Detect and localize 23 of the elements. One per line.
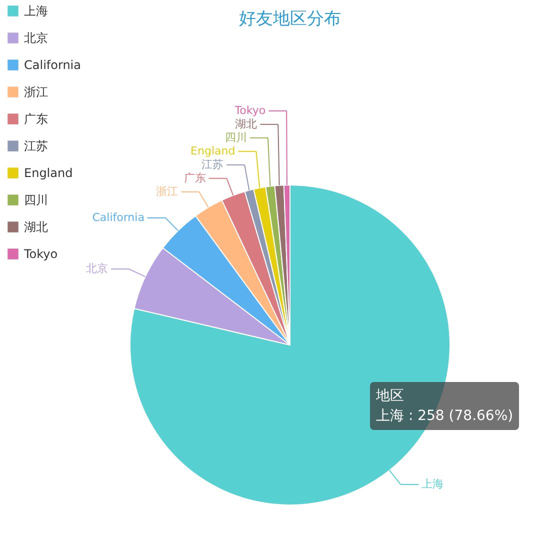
text: 地区	[376, 387, 405, 406]
chart-title: 好友地区分布	[239, 9, 341, 29]
legend-label: 四川	[24, 193, 48, 207]
category-label: Tokyo	[234, 104, 266, 117]
slice-label: 浙江	[156, 184, 178, 198]
text: 上海 : 258 (78.66%)	[376, 407, 514, 426]
category-label: 江苏	[202, 158, 224, 171]
legend-label: 湖北	[24, 220, 48, 234]
legend-label: 上海	[422, 477, 444, 490]
category-label: 上海	[24, 4, 48, 18]
slice-label: England	[190, 144, 236, 158]
legend-label: 浙江	[24, 85, 48, 99]
legend-label: California	[24, 58, 81, 72]
category-label: 湖北	[235, 117, 258, 130]
slice-label: California	[92, 210, 144, 224]
legend-label: 江苏	[24, 139, 48, 153]
legend-label: England	[24, 166, 73, 180]
category-label: 四川	[224, 130, 247, 144]
legend-label: 北京	[24, 31, 48, 45]
legend-label: 广东	[24, 112, 48, 126]
slice-label: 北京	[86, 262, 108, 276]
legend-label: Tokyo	[23, 247, 58, 261]
slice-label: 广东	[184, 171, 206, 184]
